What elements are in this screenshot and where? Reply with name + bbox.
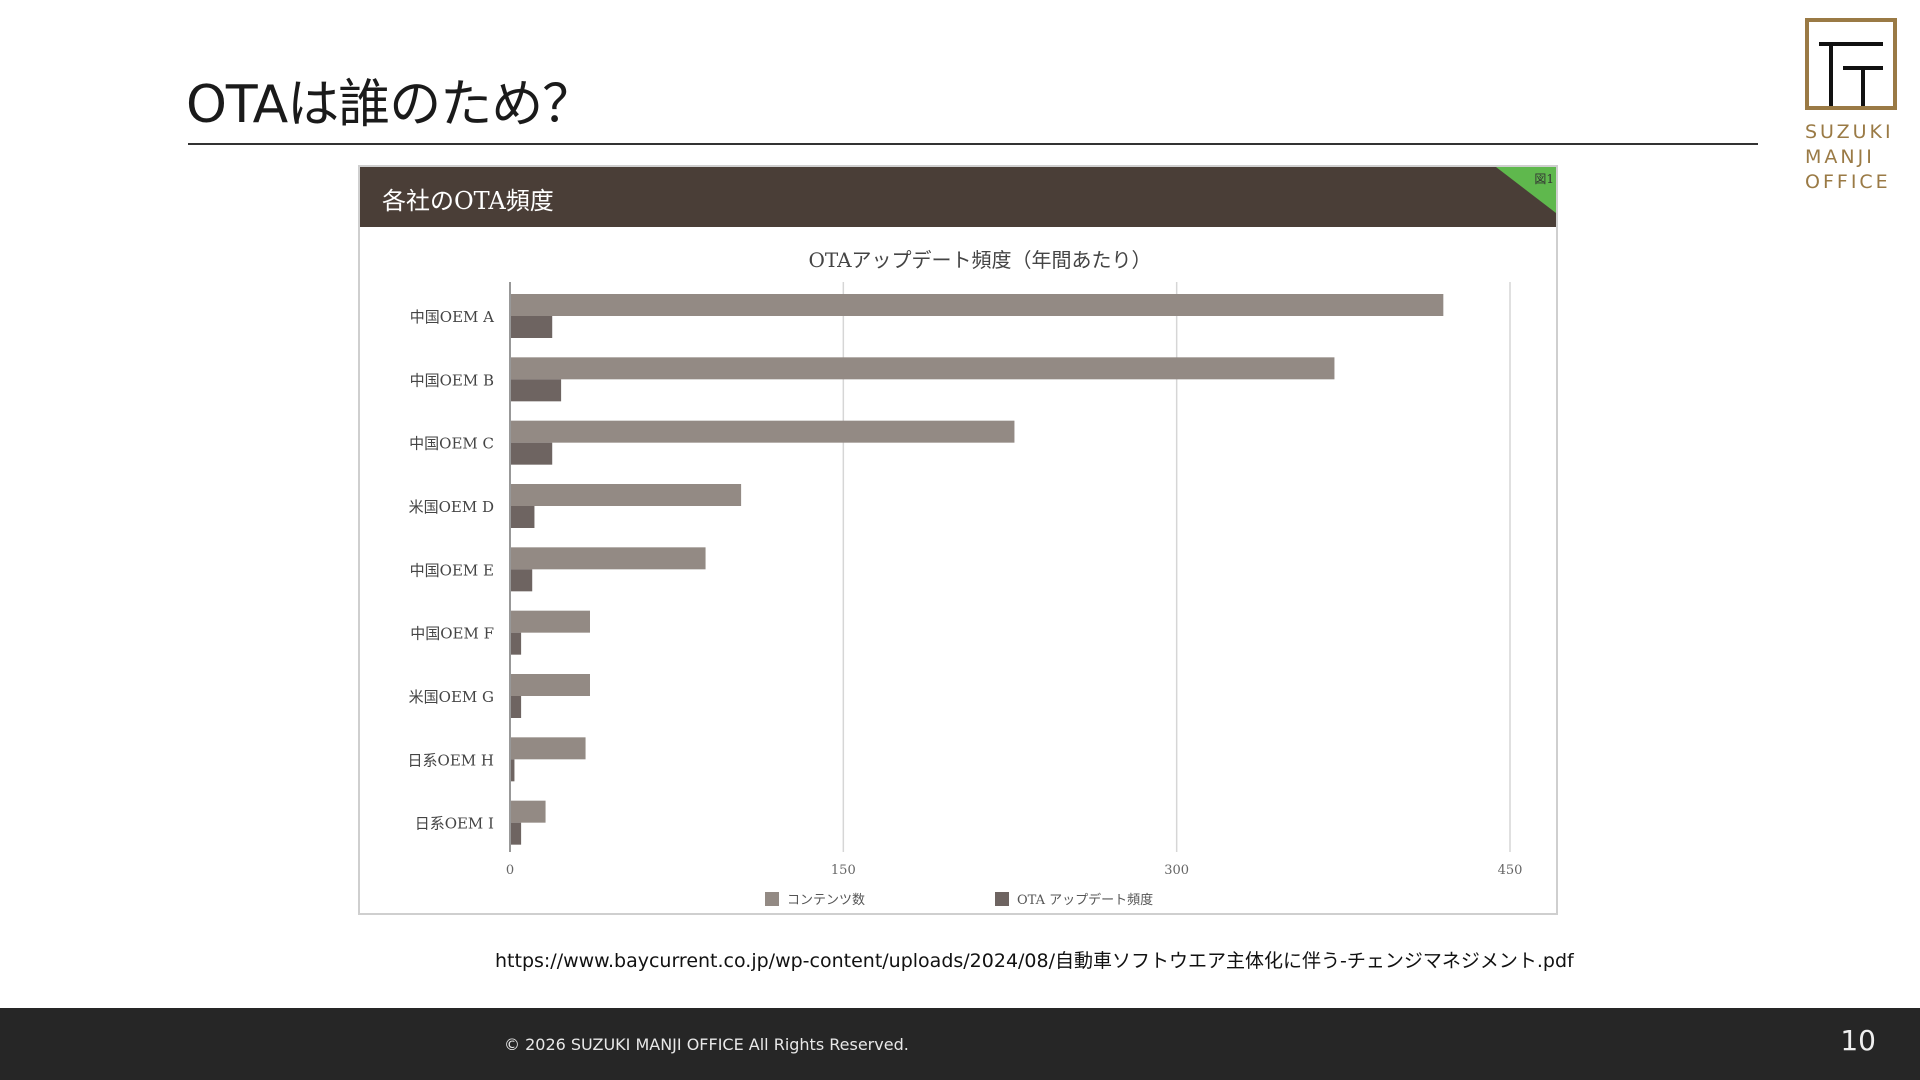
category-label: 中国OEM E [410, 561, 494, 579]
category-label: 米国OEM D [409, 498, 494, 516]
bar-contents [511, 737, 586, 760]
bar-contents [511, 420, 1015, 443]
figure-panel: 各社のOTA頻度 図1 OTAアップデート頻度（年間あたり） 0 150 300 450… [358, 165, 1558, 915]
bar-ota-frequency [511, 316, 553, 338]
bar-contents [511, 357, 1335, 380]
page-number: 10 [1840, 1024, 1876, 1057]
title-divider [188, 143, 1758, 145]
legend-swatch [765, 892, 779, 906]
bar-contents [511, 610, 590, 633]
bar-contents [511, 547, 706, 570]
bar-ota-frequency [511, 379, 562, 402]
figure-tag-label: 図1 [1534, 172, 1554, 186]
bar-chart: OTAアップデート頻度（年間あたり） 0 150 300 450 中国OEM A 中国OEM… [408, 248, 1523, 908]
category-label: 米国OEM G [409, 688, 494, 706]
logo-mark [1805, 18, 1897, 110]
legend-label: OTA アップデート頻度 [1017, 892, 1153, 908]
x-tick-label: 150 [831, 863, 856, 878]
figure-title: 各社のOTA頻度 [382, 187, 554, 215]
figure-header: 各社のOTA頻度 図1 [360, 167, 1556, 227]
bar-contents [511, 294, 1444, 316]
legend-swatch [995, 892, 1009, 906]
footer-bar: © 2026 SUZUKI MANJI OFFICE All Rights Re… [0, 1008, 1920, 1080]
figure-tag-corner [1496, 167, 1556, 213]
bar-ota-frequency [511, 442, 553, 465]
x-tick-label: 0 [506, 863, 514, 878]
category-label: 中国OEM F [410, 625, 494, 643]
bar-ota-frequency [511, 696, 522, 718]
bar-contents [511, 800, 546, 823]
category-label: 日系OEM H [408, 751, 494, 769]
logo-text-line2: MANJI [1805, 146, 1875, 168]
bar-contents [511, 674, 590, 696]
source-url: https://www.baycurrent.co.jp/wp-content/… [495, 950, 1574, 972]
bar-ota-frequency [511, 569, 533, 592]
chart-title: OTAアップデート頻度（年間あたり） [808, 248, 1151, 272]
copyright-text: © 2026 SUZUKI MANJI OFFICE All Rights Re… [504, 1035, 909, 1054]
category-label: 日系OEM I [415, 815, 494, 833]
x-tick-label: 300 [1164, 863, 1189, 878]
logo-text-line1: SUZUKI [1805, 121, 1894, 143]
x-tick-label: 450 [1498, 863, 1523, 878]
bar-ota-frequency [511, 759, 515, 782]
company-logo: SUZUKI MANJI OFFICE [1805, 18, 1905, 195]
bar-ota-frequency [511, 506, 535, 528]
legend-label: コンテンツ数 [787, 893, 865, 908]
logo-text-line3: OFFICE [1805, 171, 1891, 193]
bar-ota-frequency [511, 632, 522, 655]
bar-ota-frequency [511, 822, 522, 845]
category-label: 中国OEM A [410, 308, 494, 326]
slide-title: OTAは誰のため？ [186, 75, 594, 135]
bar-contents [511, 484, 742, 506]
category-label: 中国OEM B [410, 371, 494, 389]
category-label: 中国OEM C [409, 435, 494, 453]
